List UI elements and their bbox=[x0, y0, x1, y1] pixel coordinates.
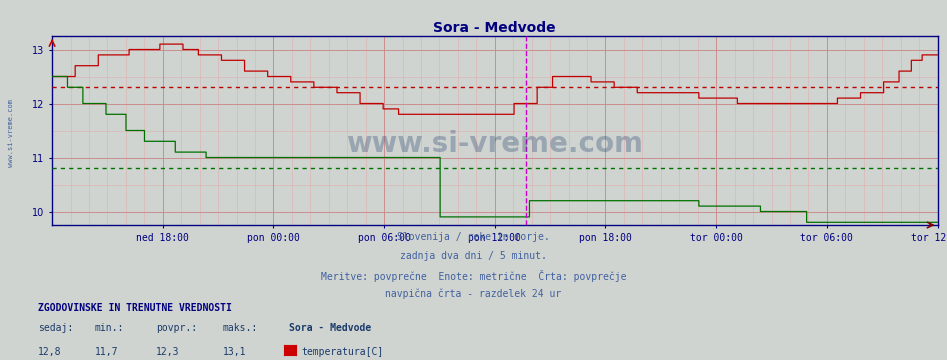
Text: temperatura[C]: temperatura[C] bbox=[301, 347, 384, 357]
Text: povpr.:: povpr.: bbox=[156, 323, 197, 333]
Text: 13,1: 13,1 bbox=[223, 347, 246, 357]
Title: Sora - Medvode: Sora - Medvode bbox=[434, 21, 556, 35]
Text: ZGODOVINSKE IN TRENUTNE VREDNOSTI: ZGODOVINSKE IN TRENUTNE VREDNOSTI bbox=[38, 303, 232, 314]
Text: min.:: min.: bbox=[95, 323, 124, 333]
Text: www.si-vreme.com: www.si-vreme.com bbox=[347, 130, 643, 158]
Text: navpična črta - razdelek 24 ur: navpična črta - razdelek 24 ur bbox=[385, 288, 562, 299]
Text: maks.:: maks.: bbox=[223, 323, 258, 333]
Text: Meritve: povprečne  Enote: metrične  Črta: povprečje: Meritve: povprečne Enote: metrične Črta:… bbox=[321, 270, 626, 282]
Text: 12,8: 12,8 bbox=[38, 347, 62, 357]
Text: www.si-vreme.com: www.si-vreme.com bbox=[8, 99, 13, 167]
Text: Slovenija / reke in morje.: Slovenija / reke in morje. bbox=[397, 232, 550, 242]
Text: 11,7: 11,7 bbox=[95, 347, 118, 357]
Text: 12,3: 12,3 bbox=[156, 347, 180, 357]
Text: Sora - Medvode: Sora - Medvode bbox=[289, 323, 371, 333]
Text: sedaj:: sedaj: bbox=[38, 323, 73, 333]
Text: zadnja dva dni / 5 minut.: zadnja dva dni / 5 minut. bbox=[400, 251, 547, 261]
